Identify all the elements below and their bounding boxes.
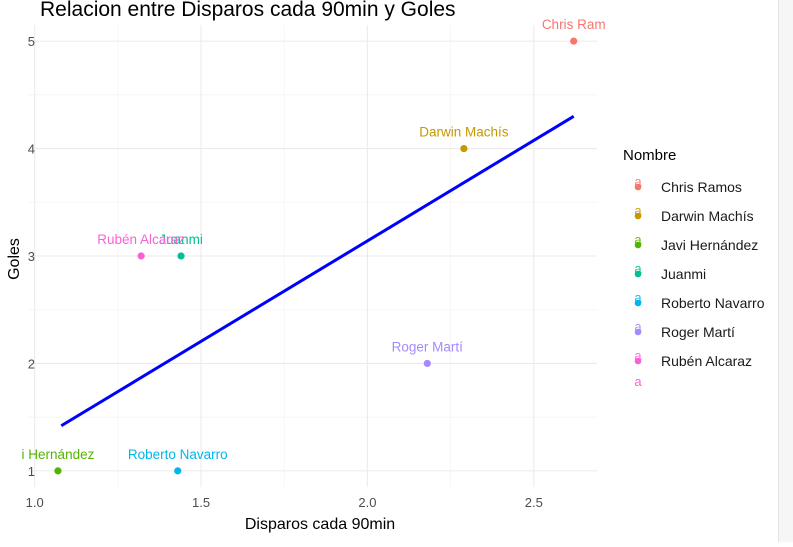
legend-item: a Roberto Navarro xyxy=(634,290,764,311)
legend-item: a Juanmi xyxy=(634,261,706,282)
legend-item-label: Rubén Alcaraz xyxy=(661,353,752,369)
y-tick-label: 2 xyxy=(28,356,35,371)
legend-key-point xyxy=(634,241,642,249)
y-tick-label: 3 xyxy=(28,249,35,264)
legend-item: a Rubén Alcaraz xyxy=(634,348,752,369)
point-label: Juanmi xyxy=(159,232,203,247)
x-tick-labels: 1.0 1.5 2.0 2.5 xyxy=(26,495,543,510)
y-axis-label: Goles xyxy=(6,238,23,280)
x-tick-label: 2.5 xyxy=(525,495,543,510)
point-label: i Hernández xyxy=(22,447,95,462)
legend-item-label: Chris Ramos xyxy=(661,179,742,195)
legend-item: a Roger Martí xyxy=(634,319,735,340)
y-tick-label: 5 xyxy=(28,34,35,49)
legend-key-glyph: a xyxy=(634,203,642,218)
legend-item: a Darwin Machís xyxy=(634,203,753,224)
y-tick-label: 1 xyxy=(28,464,35,479)
data-points xyxy=(54,37,578,475)
point-label: Chris Ram xyxy=(542,17,606,32)
legend-key-glyph: a xyxy=(634,174,642,189)
data-point xyxy=(174,467,182,475)
data-point xyxy=(177,252,185,260)
data-point xyxy=(460,144,468,153)
window-scrollbar-edge xyxy=(778,0,793,542)
legend-item-label: Javi Hernández xyxy=(661,237,758,253)
legend-key-point xyxy=(634,299,642,307)
legend-item-label: Roberto Navarro xyxy=(661,295,765,311)
data-point xyxy=(570,37,578,45)
data-point xyxy=(423,359,431,368)
legend-key-point xyxy=(634,357,642,365)
point-label: Rubén Alcaraz xyxy=(97,232,185,247)
legend-item-label: Juanmi xyxy=(661,266,706,282)
legend: Nombre a Chris Ramos a Darwin Machís a Javi H… xyxy=(623,147,765,389)
regression-line xyxy=(60,115,575,428)
legend-key-glyph: a xyxy=(634,290,642,305)
minor-gridlines xyxy=(28,25,597,487)
major-gridlines xyxy=(28,25,597,487)
legend-key-point xyxy=(634,328,642,336)
point-label: Darwin Machís xyxy=(419,125,509,140)
legend-key-glyph: a xyxy=(634,319,642,334)
legend-key-glyph: a xyxy=(634,348,642,363)
legend-key-glyph: a xyxy=(634,374,642,389)
legend-key-glyph: a xyxy=(634,261,642,276)
x-axis-label: Disparos cada 90min xyxy=(245,516,395,533)
data-point xyxy=(137,252,145,260)
legend-items: a Chris Ramos a Darwin Machís a Javi Hernánde… xyxy=(634,174,764,389)
regression-line-group xyxy=(60,115,575,428)
y-tick-labels: 1 2 3 4 5 xyxy=(28,34,35,479)
x-tick-label: 1.5 xyxy=(192,495,210,510)
point-label: Roger Martí xyxy=(392,339,464,354)
legend-key-point xyxy=(634,183,642,191)
x-tick-label: 2.0 xyxy=(358,495,376,510)
data-point xyxy=(54,467,62,475)
legend-key-point xyxy=(634,212,642,220)
y-tick-label: 4 xyxy=(28,142,35,157)
chart-title: Relacion entre Disparos cada 90min y Gol… xyxy=(40,0,456,21)
legend-item-label: Darwin Machís xyxy=(661,208,754,224)
legend-item: a Javi Hernández xyxy=(634,232,758,253)
legend-title: Nombre xyxy=(623,147,676,164)
legend-key-glyph: a xyxy=(634,232,642,247)
point-label: Roberto Navarro xyxy=(128,447,228,462)
legend-key-point xyxy=(634,270,642,278)
x-tick-label: 1.0 xyxy=(26,495,44,510)
legend-item: a Chris Ramos xyxy=(634,174,742,195)
legend-item-label: Roger Martí xyxy=(661,324,735,340)
